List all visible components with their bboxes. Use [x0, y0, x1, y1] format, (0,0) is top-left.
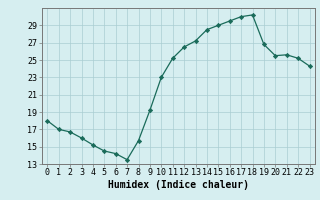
- X-axis label: Humidex (Indice chaleur): Humidex (Indice chaleur): [108, 180, 249, 190]
